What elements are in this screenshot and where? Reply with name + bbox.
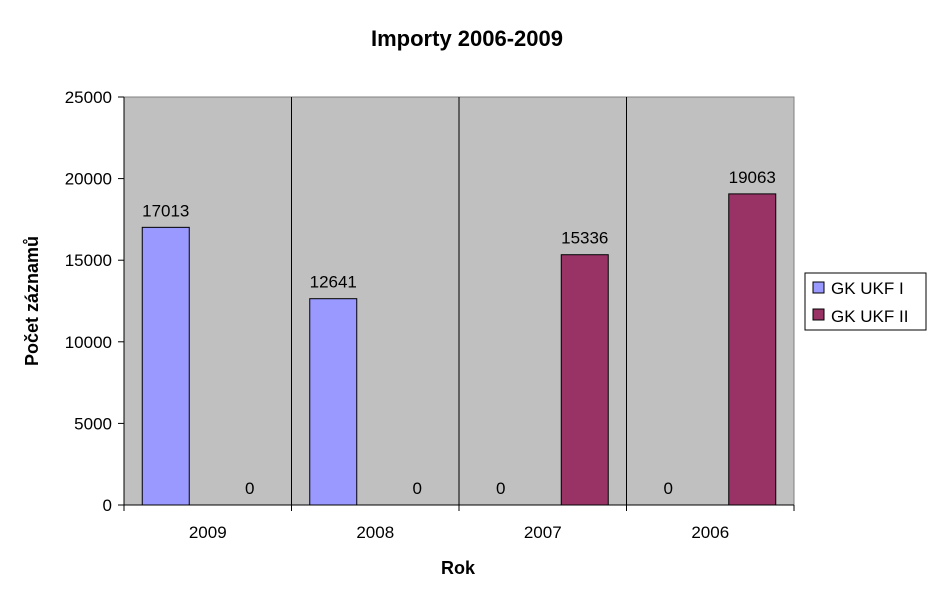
data-label: 0 xyxy=(245,479,254,498)
x-axis-title: Rok xyxy=(441,558,476,578)
x-tick-label: 2008 xyxy=(356,523,394,542)
data-label: 0 xyxy=(664,479,673,498)
y-tick-label: 25000 xyxy=(65,88,112,107)
data-label: 0 xyxy=(496,479,505,498)
x-tick-label: 2009 xyxy=(189,523,227,542)
legend-swatch-gk-ukf-i xyxy=(812,281,825,294)
y-axis-title: Počet záznamů xyxy=(22,236,42,366)
chart-title: Importy 2006-2009 xyxy=(371,26,563,51)
y-tick-label: 10000 xyxy=(65,333,112,352)
legend-label-gk-ukf-i: GK UKF I xyxy=(831,279,904,298)
data-labels: 17013 0 12641 0 0 15336 0 19063 xyxy=(142,168,776,498)
data-label: 19063 xyxy=(729,168,776,187)
legend: GK UKF I GK UKF II xyxy=(804,272,927,331)
bar-gk-ukf-ii-2006 xyxy=(728,193,777,506)
y-tick-label: 20000 xyxy=(65,170,112,189)
y-tick-label: 15000 xyxy=(65,251,112,270)
y-axis: 0 5000 10000 15000 20000 25000 xyxy=(65,88,125,515)
legend-frame xyxy=(804,272,927,331)
bars xyxy=(141,193,777,506)
bar-gk-ukf-ii-2007 xyxy=(560,254,609,506)
x-tick-label: 2007 xyxy=(524,523,562,542)
bar-gk-ukf-i-2009 xyxy=(141,226,190,506)
x-axis: 2009 2008 2007 2006 xyxy=(123,504,795,542)
data-label: 12641 xyxy=(310,273,357,292)
category-dividers xyxy=(291,97,627,505)
legend-swatch-gk-ukf-ii xyxy=(812,308,825,321)
legend-label-gk-ukf-ii: GK UKF II xyxy=(831,307,908,326)
data-label: 17013 xyxy=(142,201,189,220)
y-tick-label: 0 xyxy=(103,496,112,515)
y-tick-label: 5000 xyxy=(74,414,112,433)
bar-gk-ukf-i-2008 xyxy=(309,298,358,506)
data-label: 15336 xyxy=(561,229,608,248)
data-label: 0 xyxy=(413,479,422,498)
x-tick-label: 2006 xyxy=(691,523,729,542)
